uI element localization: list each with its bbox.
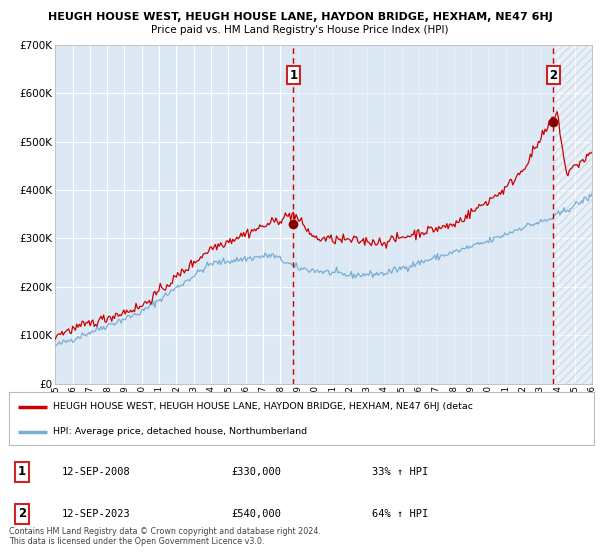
Text: 12-SEP-2023: 12-SEP-2023 (62, 509, 130, 519)
Text: 2: 2 (18, 507, 26, 520)
Text: £330,000: £330,000 (232, 467, 281, 477)
Text: HPI: Average price, detached house, Northumberland: HPI: Average price, detached house, Nort… (53, 427, 307, 436)
Text: HEUGH HOUSE WEST, HEUGH HOUSE LANE, HAYDON BRIDGE, HEXHAM, NE47 6HJ: HEUGH HOUSE WEST, HEUGH HOUSE LANE, HAYD… (47, 12, 553, 22)
Bar (293, 45, 553, 384)
Text: Contains HM Land Registry data © Crown copyright and database right 2024.
This d: Contains HM Land Registry data © Crown c… (9, 526, 321, 546)
Text: 1: 1 (289, 69, 298, 82)
Text: Price paid vs. HM Land Registry's House Price Index (HPI): Price paid vs. HM Land Registry's House … (151, 25, 449, 35)
Text: HEUGH HOUSE WEST, HEUGH HOUSE LANE, HAYDON BRIDGE, HEXHAM, NE47 6HJ (detac: HEUGH HOUSE WEST, HEUGH HOUSE LANE, HAYD… (53, 403, 473, 412)
Text: £540,000: £540,000 (232, 509, 281, 519)
Bar (553, 45, 592, 384)
Text: 2: 2 (549, 69, 557, 82)
Text: 12-SEP-2008: 12-SEP-2008 (62, 467, 130, 477)
Text: 64% ↑ HPI: 64% ↑ HPI (372, 509, 428, 519)
Text: 33% ↑ HPI: 33% ↑ HPI (372, 467, 428, 477)
Text: 1: 1 (18, 465, 26, 478)
Bar (553, 45, 592, 384)
